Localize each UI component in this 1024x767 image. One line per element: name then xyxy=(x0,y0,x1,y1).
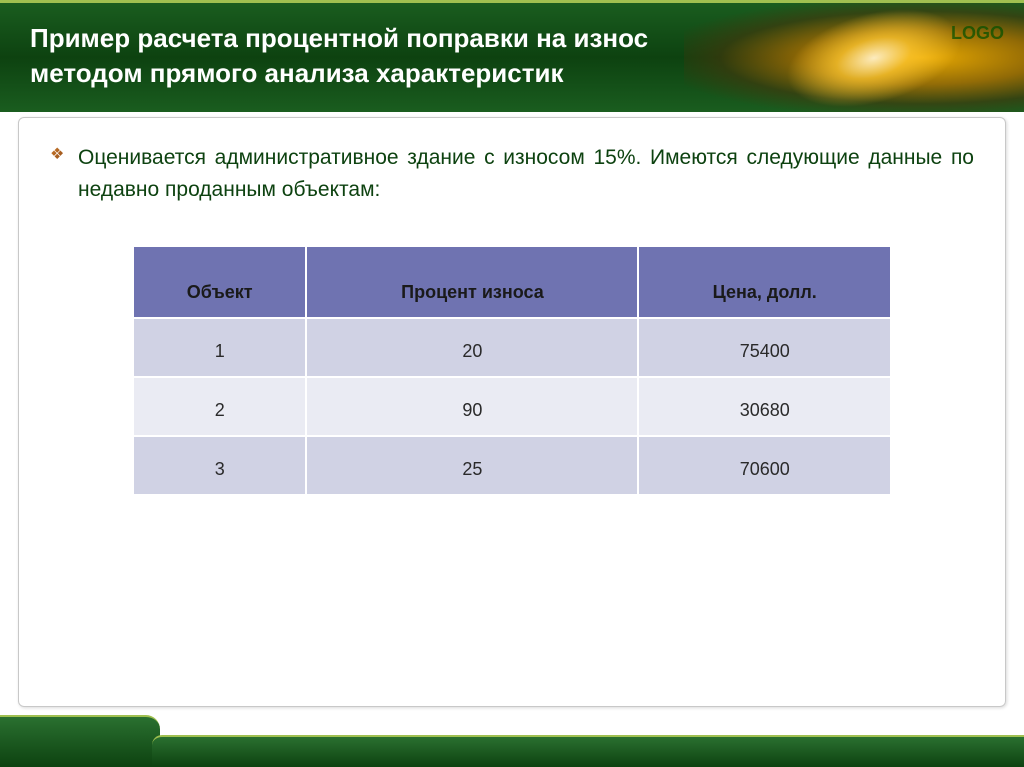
slide-header: LOGO Пример расчета процентной поправки … xyxy=(0,0,1024,112)
bullet-section: Оценивается административное здание с из… xyxy=(50,142,974,205)
slide-footer xyxy=(0,715,1024,767)
table-cell: 2 xyxy=(133,377,306,436)
logo-text: LOGO xyxy=(951,23,1004,44)
table-cell: 1 xyxy=(133,318,306,377)
table-header-cell: Объект xyxy=(133,246,306,318)
table-cell: 20 xyxy=(306,318,638,377)
table-cell: 3 xyxy=(133,436,306,495)
footer-right-block xyxy=(152,735,1024,767)
slide-content: Оценивается административное здание с из… xyxy=(0,112,1024,712)
bullet-text: Оценивается административное здание с из… xyxy=(78,142,974,205)
table-cell: 25 xyxy=(306,436,638,495)
table-header-cell: Процент износа xyxy=(306,246,638,318)
table-cell: 75400 xyxy=(638,318,891,377)
table-row: 1 20 75400 xyxy=(133,318,891,377)
table-header-row: Объект Процент износа Цена, долл. xyxy=(133,246,891,318)
table-row: 3 25 70600 xyxy=(133,436,891,495)
diamond-bullet-icon xyxy=(50,146,68,164)
table-header-cell: Цена, долл. xyxy=(638,246,891,318)
slide-title: Пример расчета процентной поправки на из… xyxy=(30,21,750,91)
table-cell: 70600 xyxy=(638,436,891,495)
footer-left-block xyxy=(0,715,160,767)
data-table: Объект Процент износа Цена, долл. 1 20 7… xyxy=(132,245,892,496)
table-cell: 90 xyxy=(306,377,638,436)
header-glow-decoration xyxy=(775,0,972,112)
table-row: 2 90 30680 xyxy=(133,377,891,436)
table-cell: 30680 xyxy=(638,377,891,436)
